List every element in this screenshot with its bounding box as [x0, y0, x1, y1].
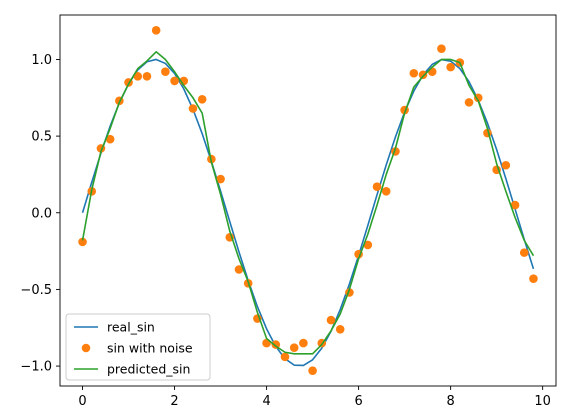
sin-with-noise-point	[418, 70, 428, 80]
sin-with-noise-point	[289, 343, 299, 352]
x-tick-label: 2	[170, 394, 178, 409]
sin-with-noise-point	[372, 182, 382, 192]
sin-with-noise-point	[105, 134, 115, 144]
y-tick-label: 1.0	[31, 53, 52, 68]
sin-with-noise-point	[501, 160, 511, 170]
sin-with-noise-point	[335, 324, 345, 334]
sin-with-noise-point	[409, 68, 419, 78]
x-tick-label: 10	[534, 394, 551, 409]
y-axis-ticks: −1.0 −0.5 0.0 0.5 1.0	[20, 53, 60, 375]
x-tick-label: 4	[262, 394, 270, 409]
sin-with-noise-point	[280, 352, 290, 362]
predicted-sin-line	[81, 50, 535, 355]
real-sin-line	[81, 58, 535, 367]
legend-item: sin with noise	[81, 341, 193, 356]
sin-with-noise-point	[299, 338, 308, 348]
legend-swatch-marker	[81, 343, 91, 353]
legend-label: sin with noise	[107, 341, 193, 356]
legend-label: real_sin	[107, 320, 155, 335]
sin-with-noise-point	[133, 72, 143, 81]
sin-with-noise-point	[464, 98, 474, 107]
sin-with-noise-point	[170, 76, 179, 86]
sin-with-noise-point	[473, 93, 483, 103]
x-tick-label: 0	[78, 394, 86, 409]
sin-with-noise-point	[308, 366, 317, 375]
sin-with-noise-point	[437, 44, 446, 54]
plot-area-frame	[59, 14, 557, 387]
sin-with-noise-point	[381, 187, 391, 196]
sin-with-noise-point	[427, 67, 437, 77]
y-tick-label: −1.0	[20, 360, 52, 375]
x-axis-ticks: 0 2 4 6 8 10	[78, 386, 551, 409]
series-layer	[78, 26, 538, 375]
sin-with-noise-point	[510, 200, 520, 210]
sin-with-noise-point	[188, 104, 198, 113]
sin-with-noise-point	[363, 240, 373, 250]
sin-with-noise-point	[216, 174, 225, 184]
x-tick-label: 8	[446, 394, 454, 409]
sin-with-noise-point	[446, 62, 455, 72]
sin-with-noise-point	[519, 248, 529, 257]
y-tick-label: −0.5	[20, 283, 52, 298]
y-tick-label: 0.0	[31, 206, 52, 221]
sin-with-noise-point	[529, 274, 538, 283]
legend-box	[65, 313, 211, 381]
legend-item: real_sin	[74, 320, 155, 335]
legend-label: predicted_sin	[107, 362, 190, 377]
x-tick-label: 6	[354, 394, 362, 409]
sin-with-noise-point	[326, 315, 336, 325]
sin-with-noise-point	[161, 67, 170, 77]
sin-with-noise-point	[142, 72, 152, 81]
sin-with-noise-point	[78, 237, 87, 247]
y-tick-label: 0.5	[31, 130, 52, 145]
sin-with-noise-point	[197, 95, 207, 104]
sin-with-noise-point	[151, 26, 161, 35]
legend-item: predicted_sin	[74, 362, 190, 377]
sin-with-noise-point	[234, 265, 244, 274]
